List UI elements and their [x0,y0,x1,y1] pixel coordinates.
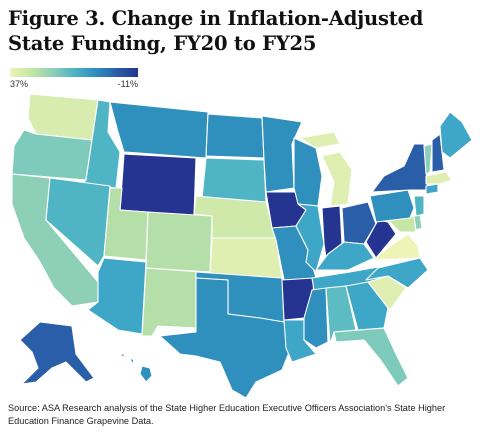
legend-min-label: 37% [10,79,29,89]
state-KS [209,237,283,279]
state-CO [145,211,213,273]
state-WA [27,93,99,141]
state-TX [159,277,291,399]
color-legend: 37% -11% [10,64,140,94]
source-note: Source: ASA Research analysis of the Sta… [8,403,446,426]
legend-max-label: -11% [117,79,138,89]
state-FL [333,327,409,387]
state-VT [423,143,433,175]
state-NV [45,177,111,267]
state-CT [425,183,439,195]
state-GA [345,281,389,331]
state-AK [19,321,95,385]
state-MI [299,131,353,207]
state-NY [371,143,429,193]
state-KY [315,241,375,271]
state-IL [295,203,325,273]
state-HI [119,353,153,383]
state-WV [365,219,397,259]
state-WY [119,153,197,217]
state-MT [109,101,209,159]
state-SC [367,275,407,311]
state-PA [369,189,415,223]
state-NJ [413,195,425,217]
us-choropleth-map [11,93,473,399]
legend-gradient-bar [10,68,138,77]
state-SD [201,157,267,203]
state-VA [371,233,421,261]
state-NM [141,267,201,337]
figure-title: Figure 3. Change in Inflation-Adjusted S… [8,7,424,55]
state-ME [439,111,473,159]
state-MA [425,171,453,185]
state-ND [205,113,265,159]
state-DE [413,213,423,231]
